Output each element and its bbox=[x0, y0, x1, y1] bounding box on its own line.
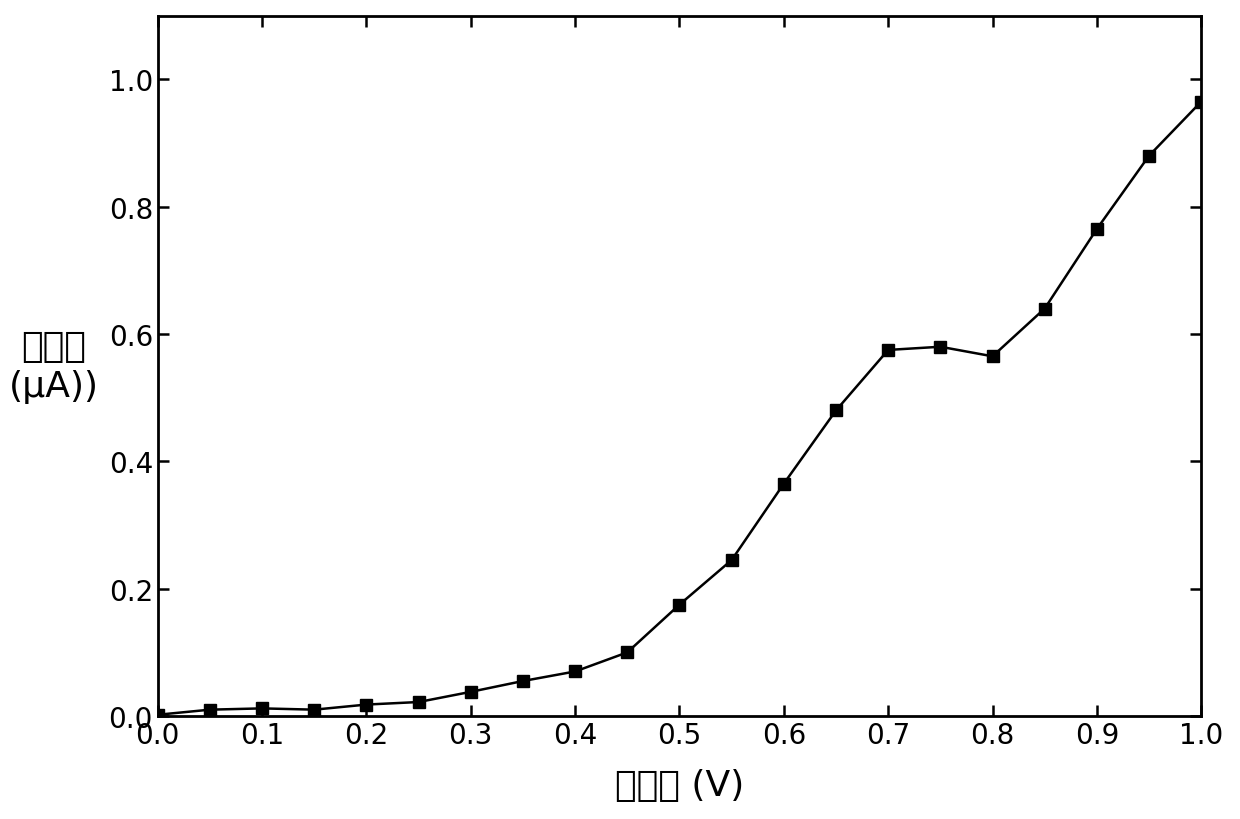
X-axis label: 电　压 (V): 电 压 (V) bbox=[615, 768, 744, 803]
Y-axis label: 流　电
(μA)): 流 电 (μA)) bbox=[9, 330, 98, 403]
